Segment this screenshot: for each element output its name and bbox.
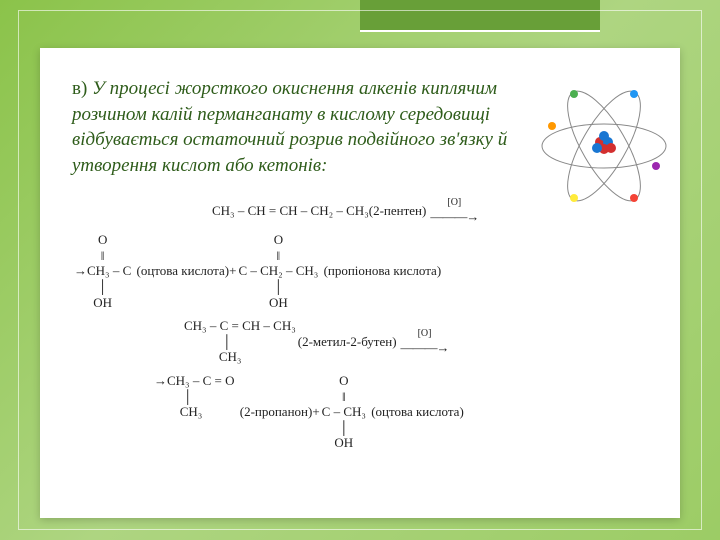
arrow-icon: [O] ———→ (430, 197, 478, 225)
product-acetic-acid: O ‖ →CH₃ – C │ OH (74, 232, 131, 310)
arrow-icon: [O] ———→ (401, 328, 449, 356)
product-2-propanone: →CH₃ – C = O │ CH₃ (154, 373, 234, 420)
arrow-label: [O] (418, 328, 432, 340)
atom-icon (534, 76, 674, 216)
product-name-1: (оцтова кислота) (133, 263, 229, 279)
r1-formula: CH₃ – CH = CH – CH₂ – CH₃ (212, 203, 369, 219)
heading-body: У процесі жорсткого окиснення алкенів ки… (72, 78, 507, 176)
content-card: в) У процесі жорсткого окиснення алкенів… (40, 48, 680, 518)
arrow-glyph: ———→ (401, 340, 449, 356)
heading-lead: в) (72, 78, 92, 99)
reaction-2-products: →CH₃ – C = O │ CH₃ (2-пропанон) + O ‖ C … (152, 373, 648, 451)
product-acetic-acid-2: O ‖ C – CH₃ │ OH (322, 373, 366, 451)
arrow-label: [O] (447, 197, 461, 209)
chemistry-block: CH₃ – CH = CH – CH₂ – CH₃ (2-пентен) [O]… (72, 197, 648, 451)
r1-name: (2-пентен) (369, 203, 427, 219)
plus-sign: + (312, 404, 319, 420)
product-propionic-acid: O ‖ C – CH₂ – CH₃ │ OH (238, 232, 318, 310)
r2-formula: CH₃ – C = CH – CH₃ │ CH₃ (184, 318, 296, 365)
r2-name: (2-метил-2-бутен) (298, 334, 397, 350)
product-name-3: (2-пропанон) (236, 404, 312, 420)
arrow-glyph: ———→ (430, 209, 478, 225)
reaction-2-reactant: CH₃ – C = CH – CH₃ │ CH₃ (2-метил-2-буте… (182, 318, 648, 365)
product-name-4: (оцтова кислота) (368, 404, 464, 420)
heading-text: в) У процесі жорсткого окиснення алкенів… (72, 76, 521, 179)
product-name-2: (пропіонова кислота) (320, 263, 441, 279)
nucleus (592, 131, 616, 154)
plus-sign: + (229, 263, 236, 279)
reaction-1-products: O ‖ →CH₃ – C │ OH (оцтова кислота) + O ‖… (72, 232, 648, 310)
